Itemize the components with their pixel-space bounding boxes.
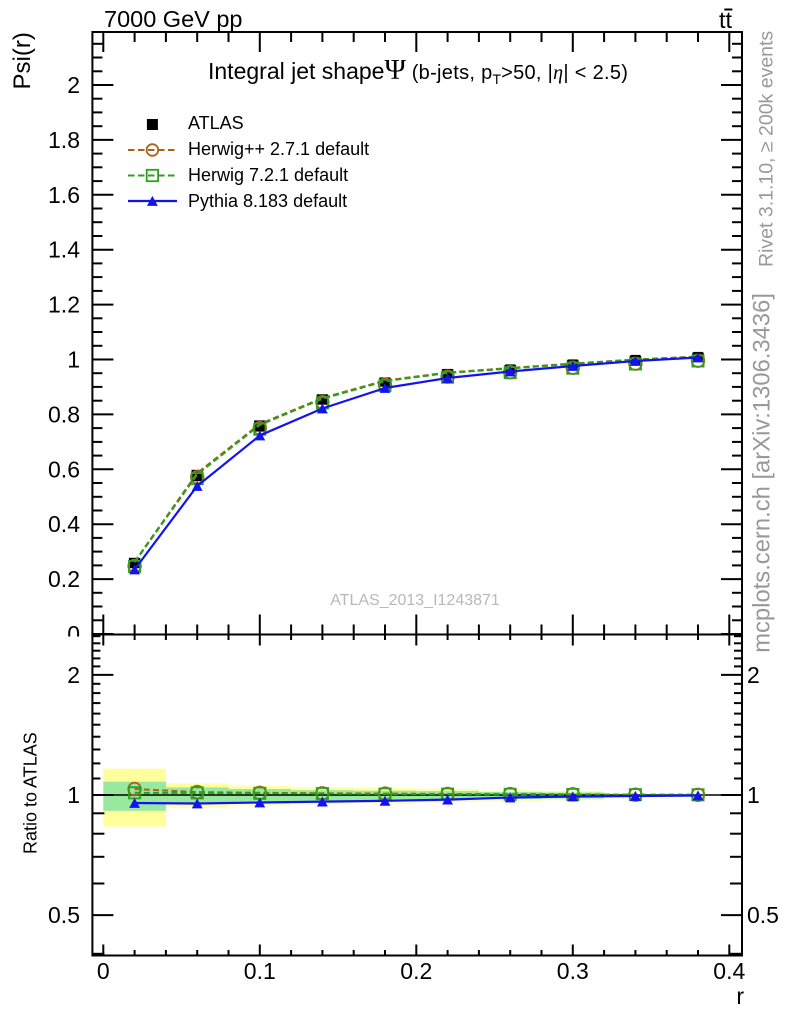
svg-text:0.4: 0.4 xyxy=(713,958,745,984)
svg-text:1: 1 xyxy=(67,347,80,373)
svg-text:2: 2 xyxy=(747,662,760,688)
svg-text:7000 GeV pp: 7000 GeV pp xyxy=(104,6,243,32)
svg-text:Herwig++ 2.7.1 default: Herwig++ 2.7.1 default xyxy=(188,139,369,159)
svg-text:1: 1 xyxy=(747,782,760,808)
svg-text:0.8: 0.8 xyxy=(48,401,80,427)
svg-text:mcplots.cern.ch [arXiv:1306.34: mcplots.cern.ch [arXiv:1306.3436] xyxy=(749,293,776,653)
svg-text:1.2: 1.2 xyxy=(48,292,80,318)
svg-text:ATLAS: ATLAS xyxy=(188,113,244,133)
svg-text:0.3: 0.3 xyxy=(557,958,589,984)
svg-text:Herwig 7.2.1 default: Herwig 7.2.1 default xyxy=(188,165,348,185)
svg-text:r: r xyxy=(736,983,744,1009)
svg-text:0.5: 0.5 xyxy=(48,902,80,928)
svg-text:1.4: 1.4 xyxy=(48,237,80,263)
svg-text:0: 0 xyxy=(67,621,80,647)
svg-text:0.2: 0.2 xyxy=(48,566,80,592)
svg-text:2: 2 xyxy=(67,662,80,688)
svg-text:Pythia 8.183 default: Pythia 8.183 default xyxy=(188,191,347,211)
svg-text:0.4: 0.4 xyxy=(48,511,80,537)
svg-text:0.5: 0.5 xyxy=(747,902,779,928)
svg-text:tt: tt xyxy=(719,7,733,33)
svg-text:Rivet 3.1.10, ≥ 200k events: Rivet 3.1.10, ≥ 200k events xyxy=(756,31,778,267)
svg-text:1.6: 1.6 xyxy=(48,182,80,208)
svg-text:Ratio to ATLAS: Ratio to ATLAS xyxy=(21,732,41,854)
svg-text:Psi(r): Psi(r) xyxy=(9,32,36,89)
svg-text:ATLAS_2013_I1243871: ATLAS_2013_I1243871 xyxy=(330,592,500,609)
svg-text:1.8: 1.8 xyxy=(48,127,80,153)
svg-text:0.6: 0.6 xyxy=(48,456,80,482)
svg-text:2: 2 xyxy=(67,72,80,98)
svg-text:0.1: 0.1 xyxy=(244,958,276,984)
svg-text:0: 0 xyxy=(97,958,110,984)
svg-text:0.2: 0.2 xyxy=(400,958,432,984)
svg-text:1: 1 xyxy=(67,782,80,808)
